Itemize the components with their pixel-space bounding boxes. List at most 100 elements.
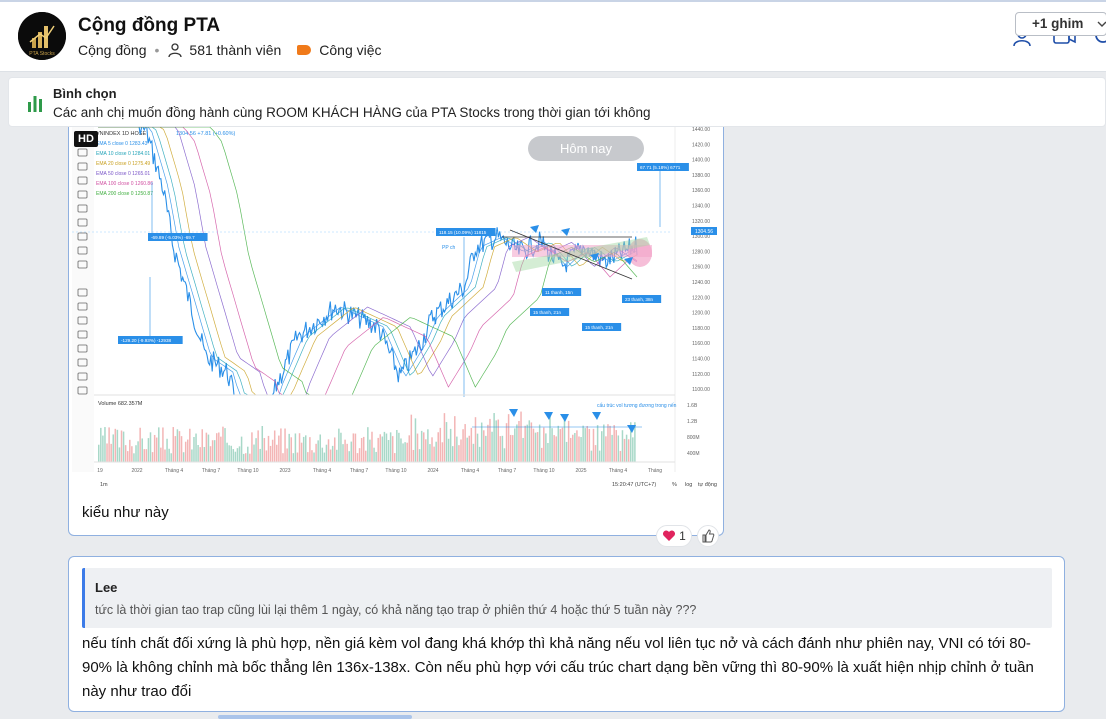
volume-bar: [191, 449, 193, 462]
like-button[interactable]: [697, 525, 719, 547]
volume-arrow: [560, 414, 569, 422]
volume-label: Volume 682.357M: [98, 401, 143, 407]
volume-bar: [319, 434, 321, 462]
volume-bar: [342, 444, 344, 462]
volume-bar: [495, 420, 497, 462]
chart-last-price: 1304.56 +7.81 (+0.60%): [176, 131, 235, 137]
volume-bar: [483, 430, 485, 462]
volume-bar: [302, 436, 305, 462]
volume-bar: [317, 440, 319, 462]
volume-bar: [269, 445, 272, 462]
reply-text: nếu tính chất đối xứng là phù hợp, nền g…: [82, 635, 1034, 700]
volume-bar: [143, 449, 146, 462]
top-border: [0, 0, 1106, 2]
hd-badge: HD: [74, 131, 98, 147]
volume-bar: [404, 442, 406, 462]
volume-bar: [518, 420, 520, 462]
trend-line: [509, 229, 633, 280]
price-tick-label: 1400.00: [692, 158, 710, 164]
tool-icon: [77, 344, 88, 353]
ema-legend-item: EMA 20 close 0 1275.49: [96, 161, 150, 167]
volume-bar: [215, 433, 218, 462]
volume-bar: [249, 453, 251, 462]
volume-bar: [240, 436, 243, 462]
chevron-down-icon: [1096, 13, 1106, 43]
volume-bar: [466, 437, 468, 462]
volume-bar: [365, 450, 367, 462]
volume-bar: [398, 432, 400, 462]
pinned-count-button[interactable]: +1 ghim: [1015, 12, 1106, 36]
volume-bar: [367, 427, 369, 462]
volume-bar: [172, 427, 175, 462]
volume-bar: [352, 433, 355, 462]
volume-bar: [333, 437, 336, 462]
volume-bar: [458, 445, 460, 462]
measure-box: [637, 163, 689, 171]
today-button[interactable]: Hôm nay: [528, 136, 644, 161]
volume-bar: [278, 435, 280, 462]
volume-bar: [122, 431, 125, 462]
time-tick-label: Tháng 10: [533, 468, 554, 474]
scale-option: tự động: [698, 482, 717, 488]
volume-bar: [534, 432, 537, 462]
time-tick-label: Tháng 7: [498, 468, 517, 474]
volume-bar: [141, 438, 143, 462]
volume-bar: [394, 453, 396, 462]
volume-bar: [512, 435, 514, 462]
volume-bar: [257, 430, 259, 462]
volume-bar: [408, 435, 410, 462]
volume-bar: [311, 450, 313, 462]
quoted-message[interactable]: Lee tức là thời gian tao trap cũng lùi l…: [82, 568, 1052, 628]
volume-bar: [611, 434, 613, 462]
chart-image[interactable]: 1440.00 1420.00 1400.00 1380.00 1360.00 1340.…: [72, 126, 722, 492]
volume-bar: [211, 440, 214, 462]
reaction-badge[interactable]: 1: [656, 525, 692, 547]
volume-bar: [561, 427, 564, 462]
volume-bar: [350, 441, 353, 462]
stock-chart: 1440.00 1420.00 1400.00 1380.00 1360.00 1340.…: [72, 126, 722, 492]
time-tick-label: 2022: [131, 468, 142, 474]
group-name[interactable]: Cộng đồng PTA: [78, 15, 221, 36]
tool-icon: [77, 176, 88, 185]
group-avatar[interactable]: PTA Stocks: [18, 12, 66, 60]
volume-bar: [441, 442, 444, 462]
volume-tick-label: 1.2B: [687, 419, 698, 425]
volume-bar: [514, 428, 516, 462]
next-message-edge: [218, 715, 412, 719]
volume-bar: [456, 436, 458, 462]
measure-box: [542, 288, 582, 296]
volume-bar: [623, 438, 626, 462]
volume-bar: [286, 448, 288, 462]
time-tick-label: Tháng 4: [461, 468, 480, 474]
ema-legend-item: EMA 200 close 0 1250.87: [96, 191, 153, 197]
volume-bar: [383, 431, 386, 462]
volume-bar: [305, 435, 307, 462]
volume-bar: [294, 433, 297, 462]
volume-bar: [230, 445, 232, 462]
volume-bar: [112, 434, 114, 462]
volume-bar: [451, 446, 454, 462]
volume-bar: [236, 448, 239, 462]
volume-bar: [480, 422, 483, 462]
volume-bar: [151, 452, 154, 462]
volume-bar: [464, 424, 466, 462]
volume-bar: [244, 453, 247, 462]
time-tick-label: Tháng 4: [165, 468, 184, 474]
volume-bar: [253, 444, 255, 462]
volume-bar: [209, 446, 212, 462]
ema-legend-item: EMA 50 close 0 1265.01: [96, 171, 150, 177]
volume-bar: [578, 436, 580, 462]
volume-bar: [199, 447, 201, 462]
category-label[interactable]: Công việc: [319, 42, 382, 58]
volume-bar: [590, 450, 593, 462]
volume-bar: [160, 447, 162, 462]
tool-icon: [77, 386, 88, 395]
pinned-poll[interactable]: Bình chọn Các anh chị muốn đồng hành cùn…: [8, 77, 1106, 127]
member-count[interactable]: 581 thành viên: [189, 42, 282, 58]
volume-bar: [129, 439, 131, 462]
volume-bar: [497, 419, 500, 462]
measure-box: [622, 295, 662, 303]
measure-label: -129.20 (-9.93%) -12938: [121, 338, 171, 343]
volume-bar: [234, 451, 237, 462]
volume-bar: [540, 447, 543, 462]
